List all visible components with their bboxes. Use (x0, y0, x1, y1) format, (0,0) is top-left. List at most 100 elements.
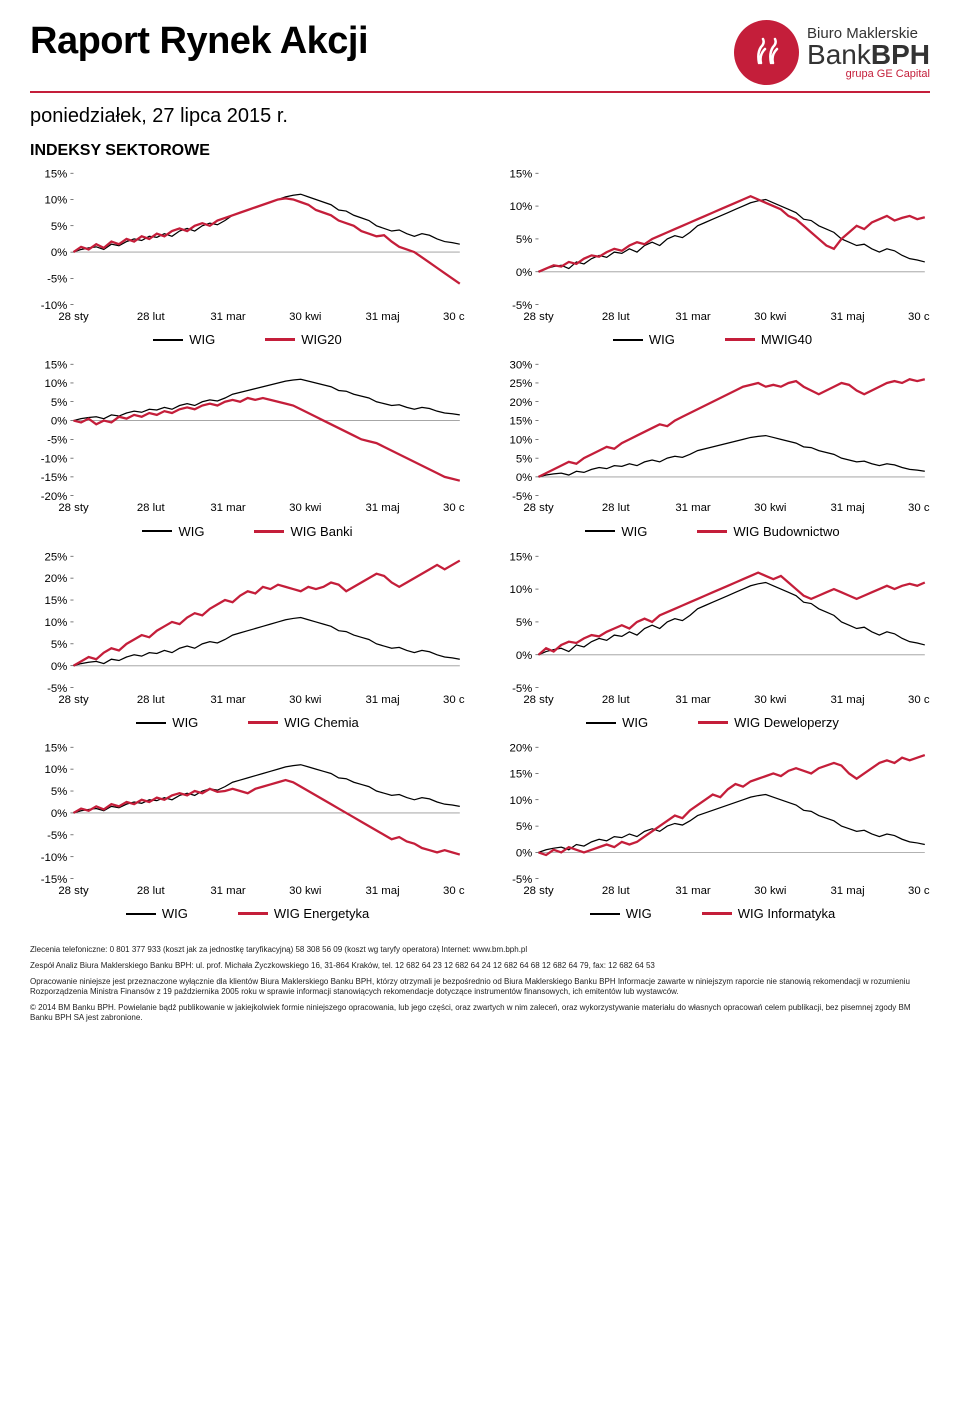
svg-text:28 sty: 28 sty (523, 885, 554, 897)
svg-text:31 maj: 31 maj (365, 311, 399, 323)
svg-text:28 sty: 28 sty (523, 694, 554, 706)
chart-legend: WIG WIG Informatyka (495, 906, 930, 921)
chart-chemia: -5%0%5%10%15%20%25%28 sty28 lut31 mar30 … (30, 551, 465, 706)
chart-panel: -15%-10%-5%0%5%10%15%28 sty28 lut31 mar3… (30, 742, 465, 927)
svg-text:28 lut: 28 lut (602, 694, 631, 706)
svg-text:10%: 10% (510, 584, 533, 596)
legend-item: WIG Banki (254, 524, 352, 539)
svg-text:31 maj: 31 maj (830, 311, 864, 323)
svg-text:30 kwi: 30 kwi (754, 885, 786, 897)
svg-text:30 kwi: 30 kwi (754, 311, 786, 323)
chart-panel: -5%0%5%10%15%20%28 sty28 lut31 mar30 kwi… (495, 742, 930, 927)
svg-text:28 lut: 28 lut (602, 885, 631, 897)
svg-text:30 cze: 30 cze (908, 311, 930, 323)
chart-legend: WIG WIG Deweloperzy (495, 715, 930, 730)
svg-text:30 kwi: 30 kwi (289, 311, 321, 323)
svg-text:31 mar: 31 mar (675, 885, 711, 897)
svg-text:28 lut: 28 lut (602, 311, 631, 323)
svg-text:28 sty: 28 sty (58, 885, 89, 897)
legend-item: WIG Energetyka (238, 906, 369, 921)
svg-text:10%: 10% (45, 764, 68, 776)
legend-item: WIG Informatyka (702, 906, 836, 921)
swatch-icon (698, 721, 728, 724)
svg-text:25%: 25% (45, 551, 68, 563)
svg-text:30 cze: 30 cze (443, 885, 465, 897)
chart-panel: -5%0%5%10%15%20%25%28 sty28 lut31 mar30 … (30, 551, 465, 736)
svg-text:31 maj: 31 maj (365, 694, 399, 706)
svg-text:30 kwi: 30 kwi (289, 694, 321, 706)
svg-text:5%: 5% (51, 639, 67, 651)
section-heading: INDEKSY SEKTOROWE (30, 142, 930, 160)
svg-text:-15%: -15% (41, 472, 68, 484)
svg-text:5%: 5% (51, 786, 67, 798)
svg-text:30 cze: 30 cze (908, 694, 930, 706)
svg-text:5%: 5% (516, 617, 532, 629)
chart-budownictwo: -5%0%5%10%15%20%25%30%28 sty28 lut31 mar… (495, 359, 930, 514)
svg-text:10%: 10% (45, 195, 68, 207)
svg-text:31 maj: 31 maj (830, 503, 864, 515)
footer-line: © 2014 BM Banku BPH. Powielanie bądź pub… (30, 1003, 930, 1023)
svg-text:30 cze: 30 cze (908, 885, 930, 897)
legend-item: WIG (136, 715, 198, 730)
swatch-icon (136, 722, 166, 724)
svg-text:31 mar: 31 mar (210, 885, 246, 897)
footer-line: Opracowanie niniejsze jest przeznaczone … (30, 977, 930, 997)
svg-text:28 lut: 28 lut (137, 503, 166, 515)
svg-text:5%: 5% (516, 234, 532, 246)
svg-text:31 maj: 31 maj (365, 503, 399, 515)
svg-text:15%: 15% (45, 360, 68, 372)
swatch-icon (142, 530, 172, 532)
svg-text:10%: 10% (510, 435, 533, 447)
svg-text:31 mar: 31 mar (675, 503, 711, 515)
svg-text:15%: 15% (510, 769, 533, 781)
legend-item: WIG (126, 906, 188, 921)
svg-text:0%: 0% (51, 416, 67, 428)
swatch-icon (265, 338, 295, 341)
svg-text:28 sty: 28 sty (58, 694, 89, 706)
chart-legend: WIG WIG Banki (30, 524, 465, 539)
svg-text:31 mar: 31 mar (675, 694, 711, 706)
svg-text:28 sty: 28 sty (58, 503, 89, 515)
legend-item: WIG (586, 715, 648, 730)
chart-panel: -5%0%5%10%15%20%25%30%28 sty28 lut31 mar… (495, 359, 930, 544)
svg-text:31 mar: 31 mar (210, 311, 246, 323)
svg-text:31 maj: 31 maj (365, 885, 399, 897)
swatch-icon (586, 722, 616, 724)
svg-text:10%: 10% (510, 201, 533, 213)
swatch-icon (153, 339, 183, 341)
legend-item: WIG Deweloperzy (698, 715, 839, 730)
svg-text:28 sty: 28 sty (58, 311, 89, 323)
svg-text:-20%: -20% (41, 491, 68, 503)
svg-text:-5%: -5% (47, 274, 67, 286)
brand-sub: grupa GE Capital (807, 69, 930, 80)
swatch-icon (590, 913, 620, 915)
chart-mwig40: -5%0%5%10%15%28 sty28 lut31 mar30 kwi31 … (495, 168, 930, 323)
chart-legend: WIG WIG Chemia (30, 715, 465, 730)
chart-grid: -10%-5%0%5%10%15%28 sty28 lut31 mar30 kw… (30, 168, 930, 927)
chart-energetyka: -15%-10%-5%0%5%10%15%28 sty28 lut31 mar3… (30, 742, 465, 897)
svg-text:0%: 0% (51, 247, 67, 259)
svg-text:-5%: -5% (47, 435, 67, 447)
svg-text:30 cze: 30 cze (908, 503, 930, 515)
legend-item: WIG20 (265, 332, 341, 347)
svg-text:0%: 0% (516, 650, 532, 662)
svg-text:31 mar: 31 mar (210, 694, 246, 706)
legend-item: WIG Chemia (248, 715, 358, 730)
legend-item: WIG (142, 524, 204, 539)
svg-text:-5%: -5% (47, 830, 67, 842)
svg-text:30 cze: 30 cze (443, 503, 465, 515)
svg-text:31 mar: 31 mar (210, 503, 246, 515)
swatch-icon (126, 913, 156, 915)
svg-text:15%: 15% (510, 551, 533, 563)
svg-text:10%: 10% (45, 378, 68, 390)
svg-text:31 mar: 31 mar (675, 311, 711, 323)
swatch-icon (254, 530, 284, 533)
logo-icon (734, 20, 799, 85)
header: Raport Rynek Akcji Biuro Maklerskie Bank… (30, 20, 930, 93)
svg-text:15%: 15% (45, 742, 68, 754)
chart-legend: WIG MWIG40 (495, 332, 930, 347)
report-date: poniedziałek, 27 lipca 2015 r. (30, 105, 930, 128)
svg-text:-5%: -5% (512, 300, 532, 312)
chart-informatyka: -5%0%5%10%15%20%28 sty28 lut31 mar30 kwi… (495, 742, 930, 897)
swatch-icon (585, 530, 615, 532)
